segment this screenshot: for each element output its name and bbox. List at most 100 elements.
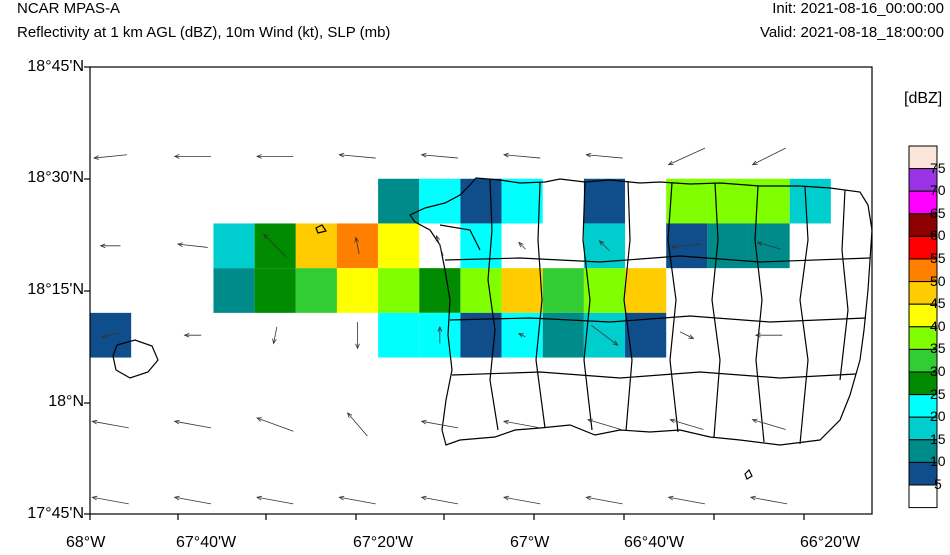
lon-label-68w: 68°W [66,534,106,551]
lon-label-66-40w: 66°40'W [624,534,685,551]
colorbar-level-label: 35 [930,340,946,357]
wind-arrow [585,152,623,159]
reflectivity-cell [707,178,749,224]
reflectivity-cell [336,268,379,313]
colorbar-level-label: 40 [930,317,946,334]
reflectivity-cell [542,268,584,313]
reflectivity-cell [213,268,255,313]
wind-arrow [751,418,786,430]
wind-arrow [420,419,459,429]
lat-label-18n: 18°N [48,393,84,410]
reflectivity-cell [501,268,543,313]
reflectivity-cell [460,178,502,224]
wind-arrow [355,322,360,350]
wind-arrow [173,419,212,429]
wind-arrow [183,332,202,338]
colorbar-level-label: 5 [934,476,942,492]
wind-arrow [99,243,121,249]
wind-arrow [667,495,706,505]
reflectivity-cell [419,268,461,313]
lat-label-17-45n: 17°45'N [27,505,84,522]
wind-arrow [517,333,526,338]
wind-arrow [272,326,278,345]
colorbar-level-label: 10 [930,453,946,470]
wind-arrow [518,241,526,250]
wind-arrow [338,495,376,505]
wind-arrow [262,233,288,258]
reflectivity-cell [295,223,337,269]
wind-arrow [256,417,294,432]
reflectivity-cells [90,178,831,358]
colorbar-swatch [908,484,938,509]
lon-label-67-40w: 67°40'W [176,534,237,551]
coastline-and-municipal-borders [112,177,873,480]
wind-arrow [754,332,783,338]
wind-arrow [101,333,119,339]
reflectivity-cell [460,223,502,269]
reflectivity-cell [378,312,420,358]
reflectivity-cell [625,268,667,313]
colorbar-level-label: 15 [930,430,946,447]
reflectivity-cell [583,268,626,313]
colorbar-level-label: 50 [930,272,946,289]
wind-arrow [669,418,704,430]
wind-arrow [346,412,368,437]
reflectivity-cell [419,178,461,224]
wind-arrow [173,495,212,505]
colorbar [908,145,938,509]
reflectivity-cell [666,178,708,224]
reflectivity-cell [295,268,337,313]
wind-arrow [173,154,212,159]
lat-label-18-15n: 18°15'N [27,281,84,298]
wind-vectors [91,147,788,505]
lat-label-18-45n: 18°45'N [27,58,84,75]
wind-arrow [91,419,129,429]
wind-arrow [598,240,610,252]
axis-ticks [84,66,805,520]
wind-arrow [437,325,443,344]
colorbar-level-label: 25 [930,385,946,402]
reflectivity-cell [378,178,420,224]
wind-arrow [751,147,786,166]
wind-arrow [585,495,623,505]
wind-arrow [256,154,294,159]
reflectivity-cell [501,178,543,224]
lon-label-67w: 67°W [510,534,550,551]
lon-label-67-20w: 67°20'W [353,534,414,551]
colorbar-level-label: 65 [930,204,946,221]
reflectivity-cell [460,268,502,313]
wind-arrow [91,495,129,505]
wind-arrow [502,419,541,429]
lon-label-66-20w: 66°20'W [800,534,861,551]
colorbar-level-label: 70 [930,182,946,199]
wind-arrow [756,241,781,250]
colorbar-level-label: 20 [930,408,946,425]
wind-arrow [420,495,459,505]
wind-arrow [502,495,541,505]
model-title: NCAR MPAS-A [17,0,121,17]
colorbar-level-label: 30 [930,363,946,379]
wind-arrow [435,234,444,256]
wind-arrow [177,242,208,248]
fields-subtitle: Reflectivity at 1 km AGL (dBZ), 10m Wind… [17,24,391,41]
reflectivity-cell [213,223,255,269]
wind-arrow [680,331,695,339]
reflectivity-cell [378,223,420,269]
wind-arrow [354,236,360,255]
wind-arrow [420,152,459,159]
wind-arrow [338,152,376,159]
wind-arrow [749,495,788,505]
colorbar-level-label: 45 [930,295,946,312]
wind-arrow [256,495,294,505]
wind-arrow [667,147,706,166]
init-time: Init: 2021-08-16_00:00:00 [772,0,944,17]
colorbar-level-label: 55 [930,250,946,266]
reflectivity-cell [707,223,749,269]
wind-arrow [502,152,541,159]
reflectivity-cell [254,268,296,313]
wind-arrow [670,243,702,250]
wind-arrow [93,154,128,160]
wind-arrow [591,324,619,346]
wind-arrow [586,418,622,430]
